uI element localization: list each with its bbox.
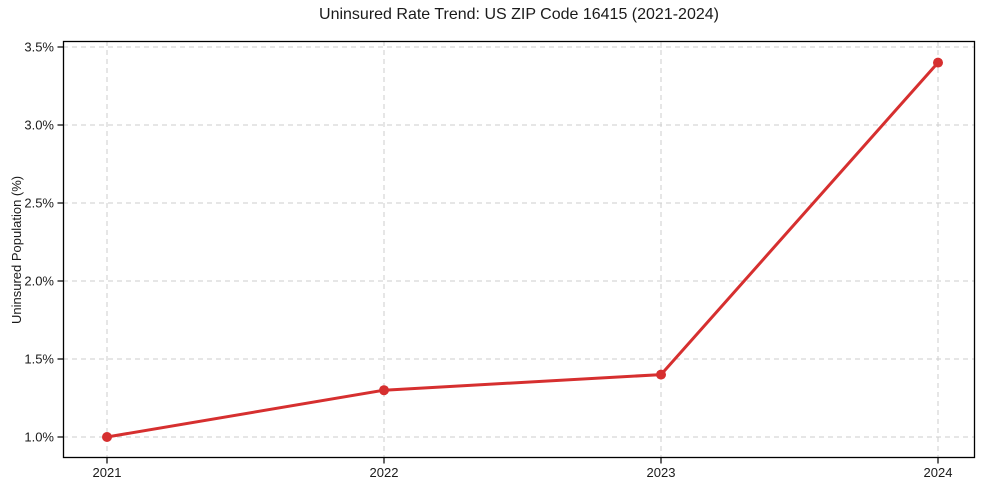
x-tick-label: 2023: [647, 465, 676, 480]
data-point: [656, 369, 666, 380]
y-tick-label: 2.5%: [24, 196, 54, 211]
chart-title: Uninsured Rate Trend: US ZIP Code 16415 …: [319, 6, 719, 23]
y-tick-label: 1.5%: [24, 352, 54, 367]
x-tick-label: 2022: [370, 465, 399, 480]
x-tick-label: 2024: [924, 465, 953, 480]
y-tick-label: 1.0%: [24, 430, 54, 445]
data-point: [933, 57, 943, 68]
data-point: [379, 385, 389, 396]
y-tick-label: 2.0%: [24, 274, 54, 289]
y-tick-label: 3.5%: [24, 40, 54, 55]
y-tick-label: 3.0%: [24, 118, 54, 133]
trend-line: [105, 61, 940, 439]
data-point: [102, 432, 112, 442]
x-tick-label: 2021: [93, 465, 122, 480]
axes-frame: [62, 40, 976, 459]
